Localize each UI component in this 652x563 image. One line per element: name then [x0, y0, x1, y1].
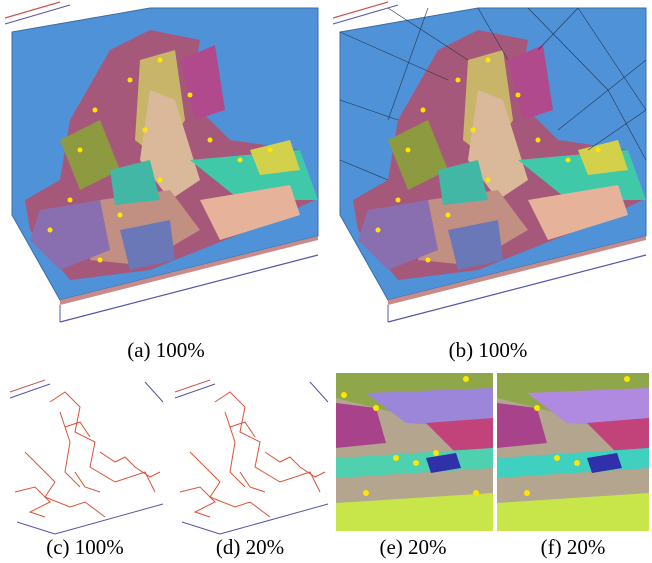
caption: (d) 20% — [215, 535, 285, 559]
caption: (e) 20% — [379, 535, 447, 559]
caption: (b) 100% — [448, 338, 528, 362]
panel-c — [9, 379, 164, 535]
panel-f — [497, 373, 649, 531]
panel-a — [4, 1, 319, 323]
panel-d — [174, 379, 329, 535]
caption: (c) 100% — [46, 535, 124, 559]
panel-e — [336, 373, 493, 531]
caption: (f) 20% — [540, 535, 606, 559]
panel-b — [332, 1, 647, 323]
caption: (a) 100% — [127, 338, 205, 362]
